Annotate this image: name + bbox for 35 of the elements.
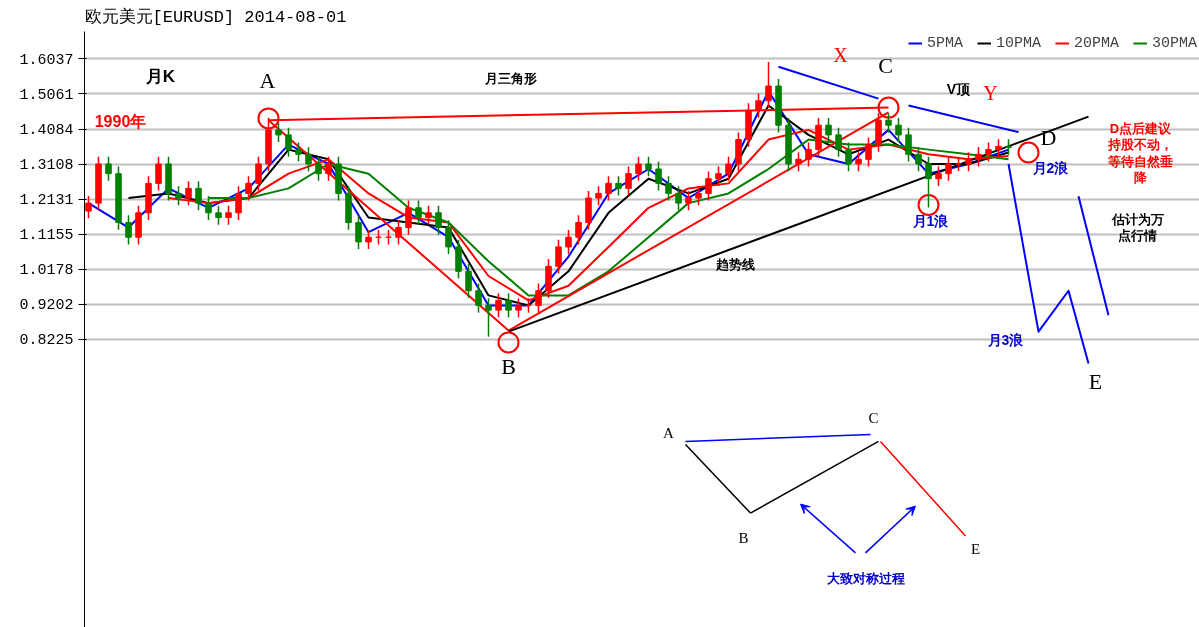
y-tick-label: 0.8225 <box>19 332 74 350</box>
annotation: E <box>1088 369 1103 395</box>
annotation: B <box>501 354 516 380</box>
annotation: D点后建议持股不动，等待自然垂降 <box>1107 120 1173 186</box>
annotation: 趋势线 <box>715 256 755 272</box>
annotation: A <box>663 425 675 442</box>
annotation: 1990年 <box>94 112 147 130</box>
annotation: V顶 <box>946 81 972 98</box>
annotation: B <box>738 529 749 546</box>
y-tick-label: 1.1155 <box>19 227 74 245</box>
legend-label: 30PMA <box>1151 34 1197 52</box>
annotation: C <box>878 52 893 78</box>
chart-title: 欧元美元[EURUSD] 2014-08-01 <box>84 6 347 27</box>
legend-label: 5PMA <box>926 34 963 52</box>
legend-label: 20PMA <box>1073 34 1119 52</box>
y-tick-label: 1.2131 <box>19 192 74 210</box>
annotation: 大致对称过程 <box>826 571 905 587</box>
y-tick-label: 1.5061 <box>19 86 74 104</box>
annotation: Y <box>983 82 998 105</box>
annotation: X <box>833 44 849 67</box>
annotation: E <box>970 540 981 557</box>
annotation: 估计为万点行情 <box>1110 211 1164 244</box>
annotation: A <box>259 67 276 93</box>
annotation: 月2浪 <box>1031 159 1070 176</box>
annotation: 月K <box>144 66 176 86</box>
annotation: 月1浪 <box>911 212 950 229</box>
annotation: 月三角形 <box>483 70 537 86</box>
y-tick-label: 1.4084 <box>19 122 74 140</box>
y-tick-label: 1.6037 <box>19 51 74 69</box>
y-tick-label: 1.0178 <box>19 262 74 280</box>
legend-label: 10PMA <box>995 34 1041 52</box>
annotation: 月3浪 <box>986 331 1025 348</box>
y-tick-label: 0.9202 <box>19 297 74 315</box>
y-tick-label: 1.3108 <box>19 157 74 175</box>
annotation: C <box>868 409 879 426</box>
